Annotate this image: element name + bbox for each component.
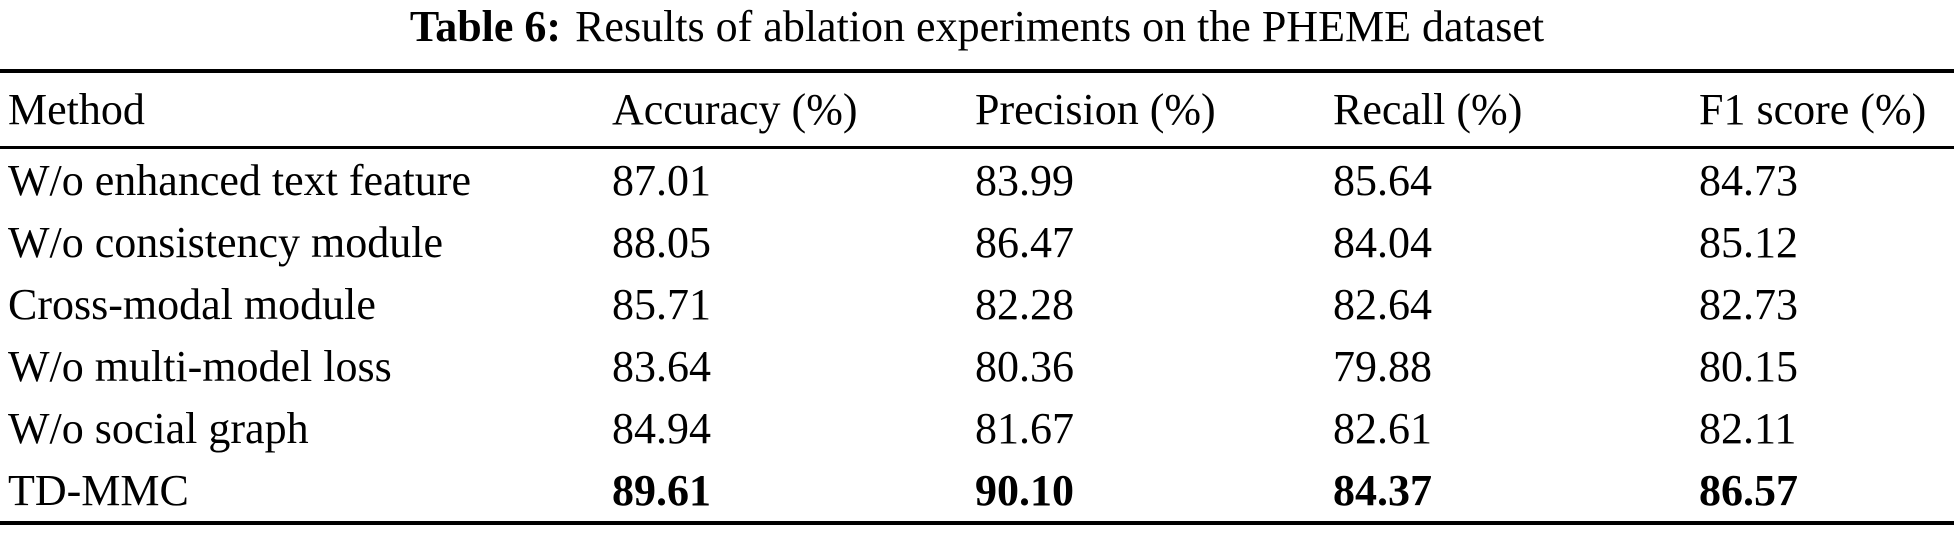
table-row: TD-MMC 89.61 90.10 84.37 86.57 — [0, 459, 1954, 523]
cell-value: 85.64 — [1333, 155, 1432, 205]
cell-method: W/o consistency module — [8, 217, 444, 267]
column-header-method: Method — [0, 71, 612, 149]
cell-value: 86.47 — [975, 217, 1074, 267]
cell-value: 82.28 — [975, 279, 1074, 329]
column-header-precision: Precision (%) — [975, 71, 1333, 149]
cell-value: 84.73 — [1699, 155, 1798, 205]
table-row: Cross-modal module 85.71 82.28 82.64 82.73 — [0, 273, 1954, 335]
cell-value: 84.37 — [1333, 465, 1432, 515]
cell-value: 81.67 — [975, 403, 1074, 453]
cell-value: 85.12 — [1699, 217, 1798, 267]
results-table: Method Accuracy (%) Precision (%) Recall… — [0, 69, 1954, 525]
cell-method: TD-MMC — [8, 465, 189, 515]
cell-value: 85.71 — [612, 279, 711, 329]
cell-value: 84.04 — [1333, 217, 1432, 267]
cell-value: 84.94 — [612, 403, 711, 453]
column-header-accuracy: Accuracy (%) — [612, 71, 975, 149]
cell-value: 88.05 — [612, 217, 711, 267]
cell-value: 82.61 — [1333, 403, 1432, 453]
cell-value: 82.64 — [1333, 279, 1432, 329]
cell-value: 83.64 — [612, 341, 711, 391]
table-row: W/o multi-model loss 83.64 80.36 79.88 80.15 — [0, 335, 1954, 397]
cell-value: 82.73 — [1699, 279, 1798, 329]
table-body: W/o enhanced text feature 87.01 83.99 85.64… — [0, 148, 1954, 524]
cell-value: 79.88 — [1333, 341, 1432, 391]
cell-method: Cross-modal module — [8, 279, 376, 329]
cell-method: W/o enhanced text feature — [8, 155, 471, 205]
header-row: Method Accuracy (%) Precision (%) Recall… — [0, 71, 1954, 149]
cell-value: 90.10 — [975, 465, 1074, 515]
cell-value: 87.01 — [612, 155, 711, 205]
cell-value: 80.36 — [975, 341, 1074, 391]
cell-value: 83.99 — [975, 155, 1074, 205]
table-row: W/o enhanced text feature 87.01 83.99 85.64… — [0, 148, 1954, 212]
cell-value: 80.15 — [1699, 341, 1798, 391]
column-header-f1score: F1 score (%) — [1699, 71, 1954, 149]
table-row: W/o social graph 84.94 81.67 82.61 82.11 — [0, 397, 1954, 459]
cell-value: 82.11 — [1699, 403, 1797, 453]
column-header-recall: Recall (%) — [1333, 71, 1699, 149]
cell-value: 86.57 — [1699, 465, 1798, 515]
caption-text: Results of ablation experiments on the P… — [575, 2, 1545, 51]
table-caption: Table 6: Results of ablation experiments … — [0, 2, 1954, 52]
table-row: W/o consistency module 88.05 86.47 84.04 85.… — [0, 211, 1954, 273]
cell-method: W/o multi-model loss — [8, 341, 392, 391]
caption-label: Table 6: — [409, 2, 562, 51]
table-header: Method Accuracy (%) Precision (%) Recall… — [0, 71, 1954, 149]
cell-method: W/o social graph — [8, 403, 309, 453]
cell-value: 89.61 — [612, 465, 711, 515]
